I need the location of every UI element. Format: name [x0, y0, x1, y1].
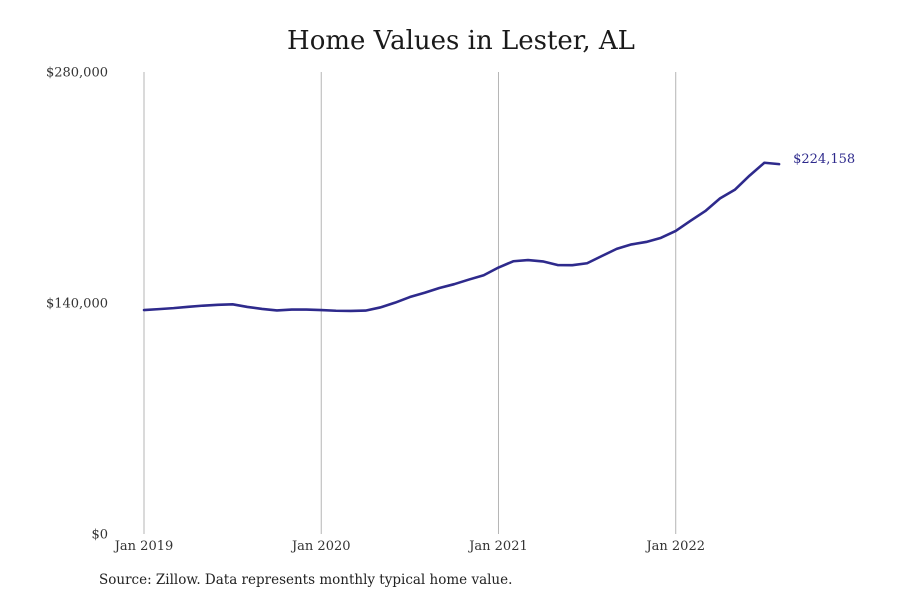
x-tick-label: Jan 2021	[467, 539, 528, 554]
x-tick-label: Jan 2020	[290, 539, 351, 554]
end-value-label: $224,158	[793, 152, 855, 167]
chart-title: Home Values in Lester, AL	[287, 26, 635, 56]
data-labels: $224,158	[793, 152, 855, 167]
series-lines	[142, 161, 781, 313]
x-tick-label: Jan 2019	[113, 539, 174, 554]
y-tick-label: $0	[91, 528, 108, 543]
series-line	[142, 161, 781, 313]
grid-lines	[143, 72, 677, 534]
y-tick-label: $280,000	[46, 66, 108, 81]
y-axis-ticks: $0 $140,000 $280,000	[46, 66, 108, 543]
y-tick-label: $140,000	[46, 297, 108, 312]
source-note: Source: Zillow. Data represents monthly …	[99, 572, 513, 588]
x-tick-label: Jan 2022	[644, 539, 705, 554]
x-axis-ticks: Jan 2019 Jan 2020 Jan 2021 Jan 2022	[113, 539, 705, 554]
